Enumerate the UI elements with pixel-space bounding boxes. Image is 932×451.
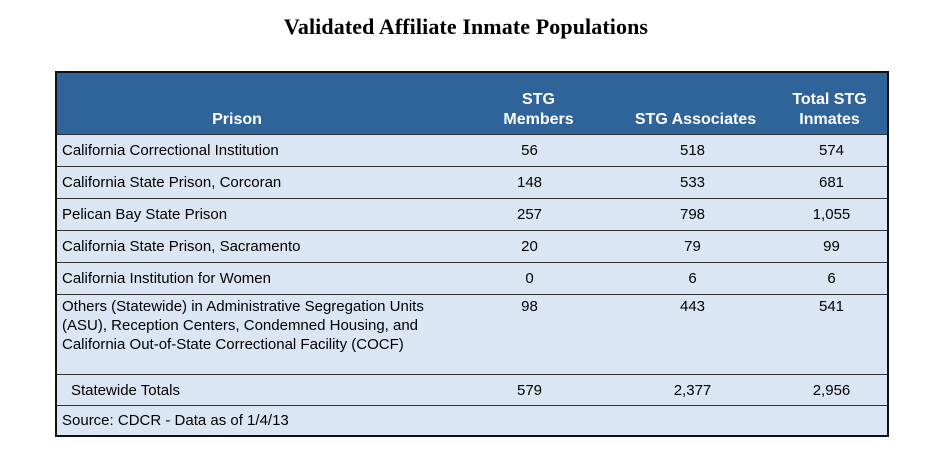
stg-associates-value: 79 <box>684 237 701 255</box>
stg-associates-value: 518 <box>679 141 706 159</box>
total-value: 6 <box>827 269 836 287</box>
stg-members-value: 257 <box>516 205 543 223</box>
table-row: Others (Statewide) in Administrative Seg… <box>57 294 887 374</box>
total-value: 574 <box>818 141 845 159</box>
prison-name: California State Prison, Corcoran <box>62 173 282 191</box>
table-header-row: Prison STG Members STG Associates Total … <box>57 73 887 134</box>
source-note: Source: CDCR - Data as of 1/4/13 <box>62 412 289 429</box>
header-stg-associates: STG Associates <box>634 111 757 128</box>
stg-associates-value: 6 <box>688 269 697 287</box>
totals-members: 579 <box>516 381 543 399</box>
total-value: 1,055 <box>812 205 851 223</box>
page-title: Validated Affiliate Inmate Populations <box>283 14 649 39</box>
prison-name: Others (Statewide) in Administrative Seg… <box>62 298 424 353</box>
total-value: 541 <box>818 298 845 315</box>
statewide-totals-row: Statewide Totals 579 2,377 2,956 <box>57 374 887 405</box>
header-total-stg-inmates: Total STG Inmates <box>766 90 887 134</box>
totals-associates: 2,377 <box>673 381 712 399</box>
inmate-population-table: Prison STG Members STG Associates Total … <box>55 71 889 437</box>
table-row: California State Prison, Corcoran 148 53… <box>57 166 887 198</box>
source-row: Source: CDCR - Data as of 1/4/13 <box>57 405 887 435</box>
table-row: California State Prison, Sacramento 20 7… <box>57 230 887 262</box>
stg-associates-value: 798 <box>679 205 706 223</box>
table-row: California Correctional Institution 56 5… <box>57 134 887 166</box>
prison-name: Pelican Bay State Prison <box>62 205 228 223</box>
stg-associates-value: 533 <box>679 173 706 191</box>
stg-members-value: 148 <box>516 173 543 191</box>
stg-members-value: 56 <box>521 141 538 159</box>
prison-name: California Institution for Women <box>62 269 271 287</box>
totals-total: 2,956 <box>812 381 851 399</box>
stg-members-value: 0 <box>525 269 534 287</box>
prison-name: California Correctional Institution <box>62 141 279 159</box>
table-row: California Institution for Women 0 6 6 <box>57 262 887 294</box>
total-value: 681 <box>818 173 845 191</box>
stg-members-value: 98 <box>521 298 538 315</box>
header-prison: Prison <box>212 111 262 128</box>
prison-name: California State Prison, Sacramento <box>62 237 301 255</box>
header-stg-members: STG Members <box>503 91 574 128</box>
header-total-line1: Total STG <box>792 91 867 108</box>
stg-members-value: 20 <box>521 237 538 255</box>
totals-label: Statewide Totals <box>71 381 180 399</box>
total-value: 99 <box>823 237 840 255</box>
stg-associates-value: 443 <box>679 298 706 315</box>
header-total-line2: Inmates <box>799 111 860 128</box>
table-row: Pelican Bay State Prison 257 798 1,055 <box>57 198 887 230</box>
